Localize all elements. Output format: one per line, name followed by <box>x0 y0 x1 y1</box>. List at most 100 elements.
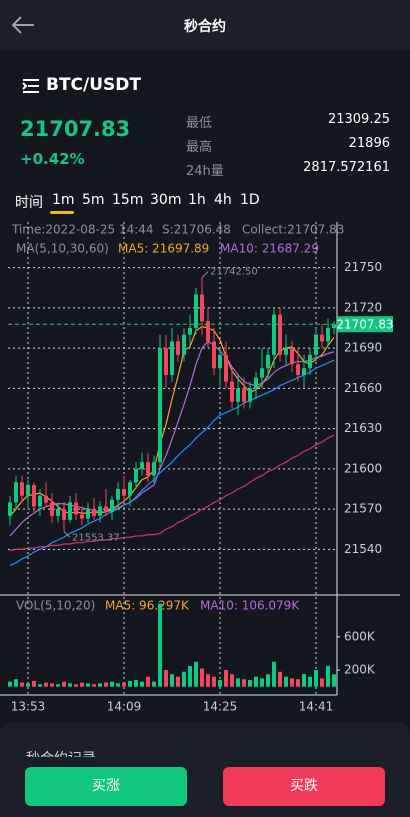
candle-body <box>296 364 300 375</box>
candle-body <box>278 314 282 355</box>
candle-body <box>74 502 78 515</box>
candle-body <box>224 354 228 382</box>
annotation-label: 21553.37 <box>72 532 120 543</box>
volume-bar <box>236 678 240 687</box>
stat-label: 最低 <box>186 116 213 131</box>
interval-tab[interactable]: 时间 <box>15 195 43 211</box>
volume-bar <box>314 670 318 687</box>
volume-bar <box>296 679 300 687</box>
volume-bar <box>230 674 234 687</box>
header-bar <box>0 0 410 50</box>
candle-body <box>26 484 30 496</box>
interval-tab[interactable]: 15m <box>112 192 144 208</box>
interval-tab[interactable]: 5m <box>82 192 105 208</box>
volume-bar <box>80 682 84 687</box>
volume-bar <box>278 671 282 687</box>
interval-tab[interactable]: 1D <box>240 192 260 208</box>
candle-body <box>152 462 156 476</box>
back-button[interactable] <box>10 15 36 35</box>
volume-bar <box>206 674 210 687</box>
volume-bar <box>260 678 264 687</box>
candle-body <box>206 321 210 342</box>
y-tick-label: 21630 <box>344 421 382 435</box>
candle-body <box>50 502 54 516</box>
candle-body <box>86 509 90 519</box>
interval-tab[interactable]: 30m <box>150 192 182 208</box>
ma-line <box>9 434 335 552</box>
candle-body <box>326 327 330 342</box>
interval-tab[interactable]: 1m <box>52 192 75 208</box>
stat-label: 24h量 <box>186 164 224 179</box>
candle-body <box>230 381 234 402</box>
volume-bar <box>248 680 252 687</box>
volume-bar <box>140 681 144 687</box>
volume-bar <box>116 683 120 687</box>
last-price-box <box>337 316 393 333</box>
candle-body <box>8 502 12 516</box>
last-price-label: 21707.83 <box>336 318 393 332</box>
candle-body <box>302 368 306 375</box>
interval-tab[interactable]: 1h <box>188 192 206 208</box>
volume-bar <box>50 683 54 687</box>
volume-bar <box>224 670 228 687</box>
candle-body <box>182 334 186 355</box>
x-tick-label: 14:25 <box>203 700 238 714</box>
volume-bar <box>152 681 156 687</box>
volume-bar <box>212 676 216 687</box>
candle-body <box>170 341 174 375</box>
volume-bar <box>320 678 324 687</box>
candle-body <box>44 495 48 503</box>
interval-tab[interactable]: 4h <box>214 192 232 208</box>
y-tick-label: 21600 <box>344 461 382 475</box>
candle-body <box>158 348 162 463</box>
volume-tick-label: 600K <box>344 629 376 643</box>
volume-bar <box>332 674 336 687</box>
candle-body <box>140 462 144 469</box>
ma-legend: MA10: 21687.29 <box>220 242 319 256</box>
volume-bar <box>326 665 330 687</box>
volume-bar <box>68 683 72 687</box>
volume-bar <box>188 665 192 687</box>
candle-body <box>128 482 132 496</box>
volume-ma-legend: MA10: 106.079K <box>200 599 300 613</box>
candle-body <box>62 509 66 520</box>
candle-body <box>332 324 336 328</box>
volume-ma-legend: MA5: 96.297K <box>105 599 190 613</box>
volume-bar <box>290 678 294 687</box>
volume-bar <box>182 671 186 687</box>
candle-body <box>122 489 126 496</box>
candle-body <box>266 354 270 369</box>
y-tick-label: 21660 <box>344 381 382 395</box>
y-tick-label: 21570 <box>344 502 382 516</box>
info-text: Time:2022-08-25 14:44 <box>11 223 154 237</box>
candle-body <box>200 294 204 322</box>
annotation-label: 21742.50 <box>210 267 258 278</box>
volume-bar <box>170 674 174 687</box>
candle-body <box>236 388 240 402</box>
candle-body <box>32 484 36 507</box>
annotation-leader <box>63 531 71 538</box>
volume-bar <box>242 679 246 687</box>
volume-title: VOL(5,10,20) <box>16 599 95 613</box>
volume-bar <box>104 682 108 687</box>
candle-body <box>308 354 312 369</box>
pair[interactable]: BTC/USDT <box>46 75 141 95</box>
candle-body <box>14 482 18 503</box>
sell-button[interactable]: 买跌 <box>223 767 385 806</box>
volume-bar <box>308 676 312 687</box>
candle-body <box>212 341 216 369</box>
pair-icon <box>22 79 39 93</box>
volume-bar <box>110 681 114 687</box>
y-tick-label: 21750 <box>344 260 382 274</box>
volume-bar <box>32 680 36 687</box>
y-tick-label: 21720 <box>344 300 382 314</box>
buy-button[interactable]: 买涨 <box>25 767 187 806</box>
volume-bar <box>218 680 222 687</box>
candle-body <box>110 499 114 512</box>
volume-bar <box>128 680 132 687</box>
x-tick-label: 13:53 <box>11 700 46 714</box>
volume-bar <box>62 681 66 687</box>
candle-body <box>92 509 96 516</box>
candle-body <box>242 388 246 402</box>
volume-bar <box>284 676 288 687</box>
